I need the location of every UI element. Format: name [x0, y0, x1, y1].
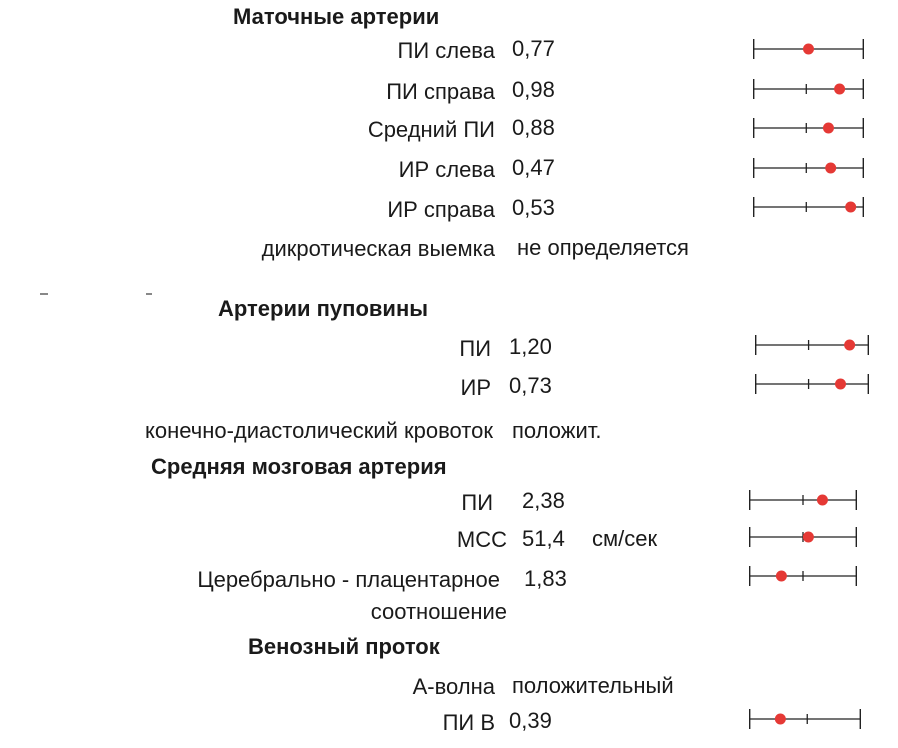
scale-graphic: [754, 335, 870, 355]
scale-marker: [845, 201, 857, 213]
row-value: положительный: [512, 673, 674, 698]
scale-graphic: [748, 709, 862, 729]
row-label: МСС: [456, 527, 507, 552]
reference-scale: [754, 372, 870, 396]
reference-scale: [752, 156, 865, 180]
scale-graphic: [748, 527, 858, 547]
reference-scale: [752, 77, 865, 101]
row-label: А-волна: [412, 674, 495, 699]
umbilical-section-title: Артерии пуповины: [218, 296, 429, 321]
row-label: Средний ПИ: [367, 117, 495, 142]
row-label: ПИ: [461, 490, 493, 515]
row-label: ПИ справа: [386, 79, 495, 104]
ductus-section-title: Венозный проток: [248, 634, 440, 659]
reference-scale: [748, 488, 858, 512]
row-value: 0,73: [509, 373, 552, 398]
row-value: 1,20: [509, 334, 552, 359]
row-value: не определяется: [517, 235, 689, 260]
row-label: дикротическая выемка: [261, 236, 495, 261]
row-value: 0,98: [512, 77, 555, 102]
row-label: ИР справа: [387, 197, 495, 222]
scale-marker: [802, 531, 814, 543]
scale-marker: [835, 378, 846, 390]
scale-graphic: [752, 158, 865, 178]
reference-scale: [748, 707, 862, 731]
reference-scale: [754, 333, 870, 357]
scale-marker: [774, 713, 786, 725]
scale-graphic: [754, 374, 870, 394]
scale-marker: [844, 339, 856, 351]
reference-scale: [752, 37, 865, 61]
row-value: 0,47: [512, 155, 555, 180]
scale-marker: [816, 494, 828, 506]
row-value: 0,88: [512, 115, 555, 140]
divider: [146, 293, 152, 295]
scale-marker: [825, 162, 837, 174]
scale-marker: [834, 83, 846, 95]
uterine-section-title: Маточные артерии: [233, 4, 440, 29]
scale-graphic: [748, 490, 858, 510]
row-label: ПИ: [459, 336, 491, 361]
row-label: конечно-диастолический кровоток: [145, 418, 493, 443]
scale-graphic: [752, 39, 865, 59]
row-value: 0,77: [512, 36, 555, 61]
row-value: 2,38: [522, 488, 565, 513]
row-unit: см/сек: [592, 526, 658, 551]
row-value: 0,39: [509, 708, 552, 733]
scale-graphic: [748, 566, 858, 586]
row-value: 1,83: [524, 566, 567, 591]
divider: [40, 293, 48, 295]
scale-marker: [822, 122, 834, 134]
reference-scale: [748, 525, 858, 549]
row-value: 51,4: [522, 526, 565, 551]
row-label: ПИ слева: [397, 38, 496, 63]
row-label: ПИ В: [442, 710, 495, 735]
reference-scale: [752, 195, 865, 219]
scale-marker: [775, 570, 787, 582]
row-value: 0,53: [512, 195, 555, 220]
scale-graphic: [752, 79, 865, 99]
reference-scale: [748, 564, 858, 588]
reference-scale: [752, 116, 865, 140]
row-label-continuation: соотношение: [370, 599, 507, 624]
scale-marker: [803, 43, 814, 55]
row-label: Церебрально - плацентарное: [197, 567, 500, 592]
row-value: положит.: [512, 418, 602, 443]
scale-graphic: [752, 118, 865, 138]
mca-section-title: Средняя мозговая артерия: [151, 454, 447, 479]
row-label: ИР: [460, 375, 492, 400]
scale-graphic: [752, 197, 865, 217]
row-label: ИР слева: [398, 157, 495, 182]
